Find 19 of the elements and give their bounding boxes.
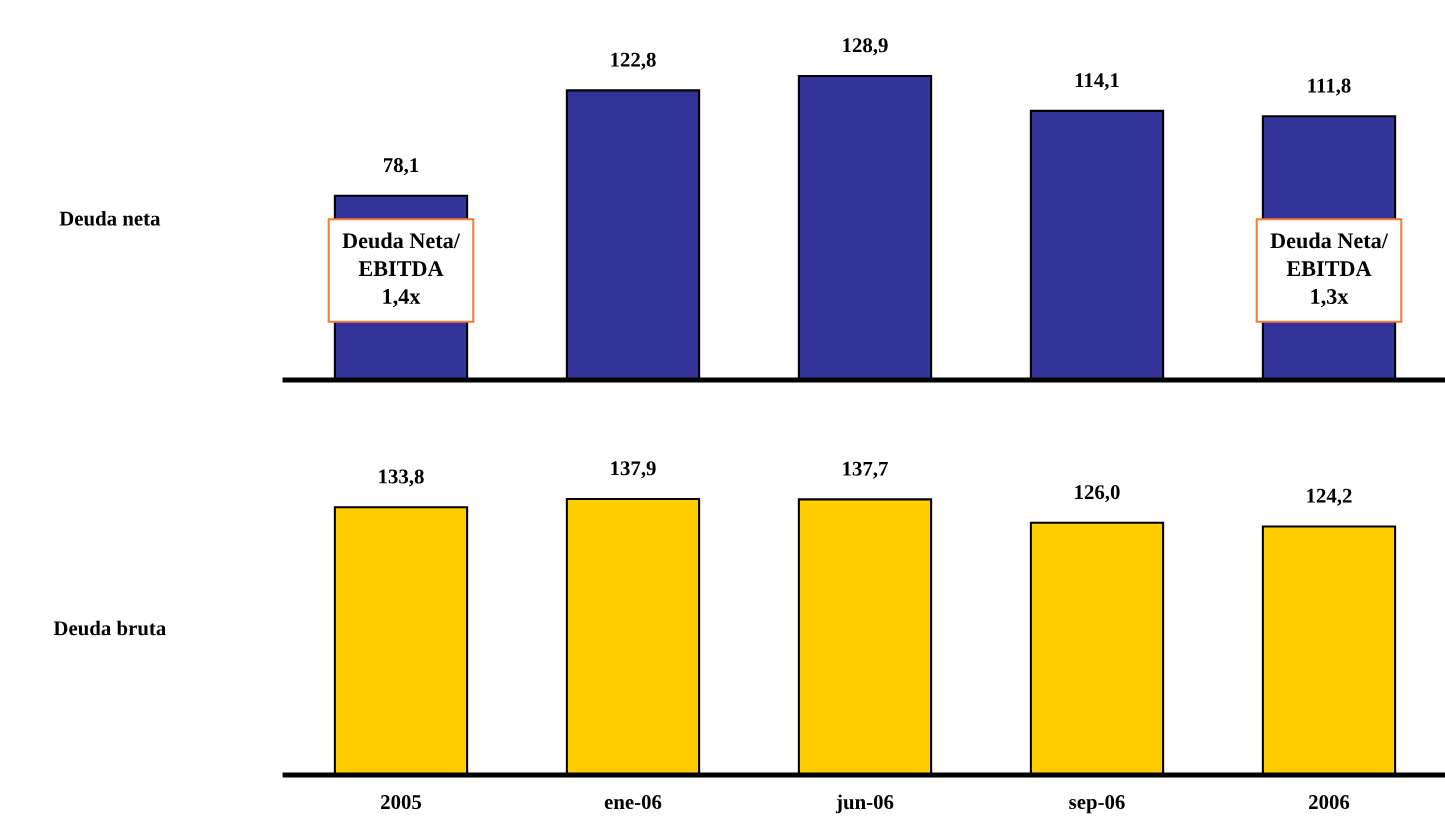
data-label: 111,8 (1308, 78, 1351, 96)
data-label: 126,0 (1075, 485, 1120, 503)
data-label: 124,2 (1307, 488, 1352, 506)
y-axis-title: Deuda neta (59, 210, 161, 226)
data-label: 137,7 (843, 461, 888, 479)
x-tick-label: ene-06 (604, 795, 662, 810)
data-label: 133,8 (379, 469, 424, 487)
x-tick-label: sep-06 (1069, 795, 1125, 814)
annotation: Deuda Neta/ EBITDA 1,4x (342, 232, 461, 308)
y-axis-title: Deuda bruta (53, 620, 166, 636)
x-tick-label: 2005 (381, 795, 422, 810)
annotation: Deuda Neta/ EBITDA 1,3x (1270, 232, 1389, 308)
data-label: 78,1 (383, 158, 419, 176)
data-label: 122,8 (611, 52, 656, 70)
data-label: 128,9 (843, 38, 888, 56)
data-label: 114,1 (1075, 73, 1119, 91)
x-tick-label: 2006 (1309, 795, 1350, 810)
x-tick-label: jun-06 (835, 794, 894, 814)
data-label: 137,9 (611, 461, 656, 479)
